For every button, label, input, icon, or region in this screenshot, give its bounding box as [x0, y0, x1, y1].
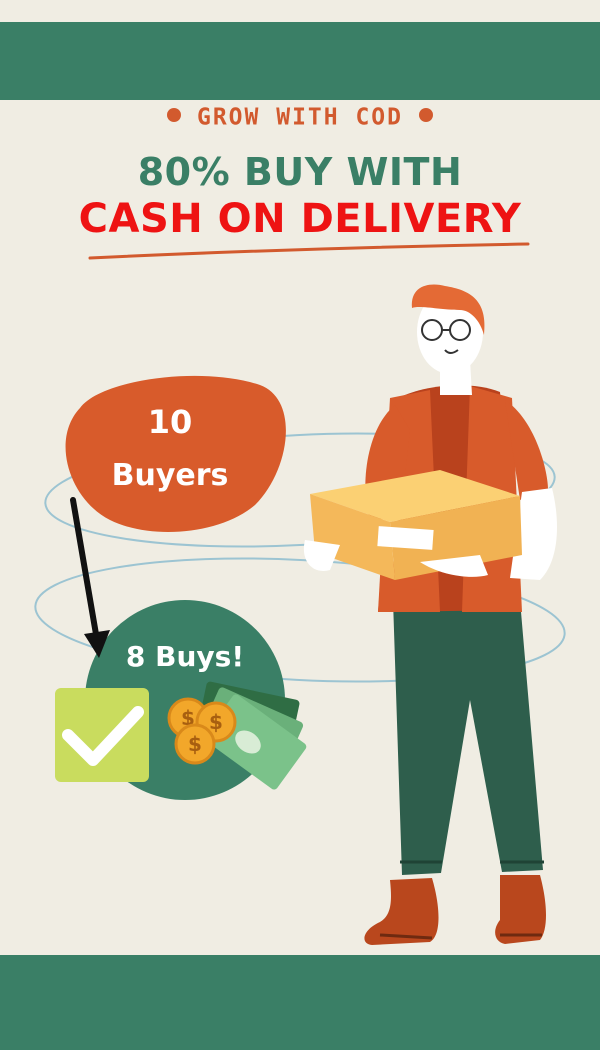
arrow-icon	[70, 497, 110, 658]
eyebrow: GROW WITH COD	[0, 104, 600, 131]
eyebrow-text: GROW WITH COD	[196, 104, 403, 131]
buyers-blob-text: 10 Buyers	[70, 400, 270, 498]
buyers-count: 10	[147, 403, 193, 441]
cardboard-box-icon	[310, 470, 522, 580]
headline-line-2: CASH ON DELIVERY	[78, 196, 522, 242]
bullet-dot-right	[419, 107, 433, 122]
checkmark-icon	[55, 688, 149, 782]
buys-label: 8 Buys!	[125, 640, 245, 673]
buyers-label: Buyers	[111, 458, 229, 493]
svg-text:$: $	[209, 710, 223, 734]
svg-text:$: $	[188, 732, 202, 756]
orbit-lines	[34, 432, 566, 683]
bottom-band	[0, 955, 600, 1050]
buyers-blob	[65, 375, 286, 532]
headline-underline	[88, 242, 530, 260]
top-band	[0, 22, 600, 100]
dollar-coin-icon: $ $ $	[167, 697, 237, 765]
delivery-person-illustration	[303, 284, 557, 945]
bullet-dot-left	[166, 107, 181, 122]
headline-line-1: 80% BUY WITH	[137, 150, 463, 194]
